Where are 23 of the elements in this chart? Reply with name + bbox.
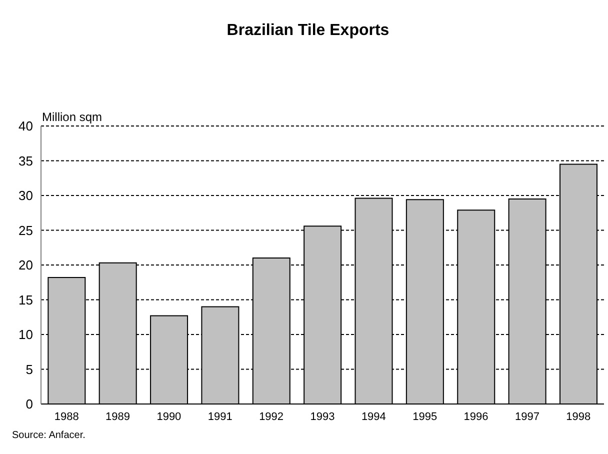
x-tick-label: 1990 <box>156 410 182 423</box>
y-axis-title: Million sqm <box>42 110 102 124</box>
x-tick-label: 1992 <box>259 410 284 423</box>
x-tick-label: 1994 <box>361 410 386 423</box>
y-tick-label: 30 <box>18 188 33 204</box>
x-tick-label: 1989 <box>106 410 130 423</box>
y-tick-label: 0 <box>26 396 33 412</box>
x-tick-label: 1993 <box>310 410 335 423</box>
x-tick-label: 1988 <box>54 410 79 423</box>
x-tick-label: 1991 <box>208 410 232 423</box>
source-note: Source: Anfacer. <box>12 430 86 441</box>
y-tick-label: 35 <box>18 153 33 168</box>
chart-title: Brazilian Tile Exports <box>226 22 390 39</box>
x-tick-label: 1996 <box>464 410 488 423</box>
y-tick-label: 40 <box>18 118 33 134</box>
y-tick-label: 5 <box>26 362 33 377</box>
y-tick-label: 25 <box>18 222 33 238</box>
x-tick-label: 1995 <box>412 410 438 423</box>
y-tick-label: 20 <box>18 258 33 273</box>
x-tick-label: 1998 <box>566 410 591 423</box>
y-tick-label: 15 <box>18 292 33 308</box>
y-tick-label: 10 <box>18 327 33 342</box>
x-tick-label: 1997 <box>514 410 540 423</box>
